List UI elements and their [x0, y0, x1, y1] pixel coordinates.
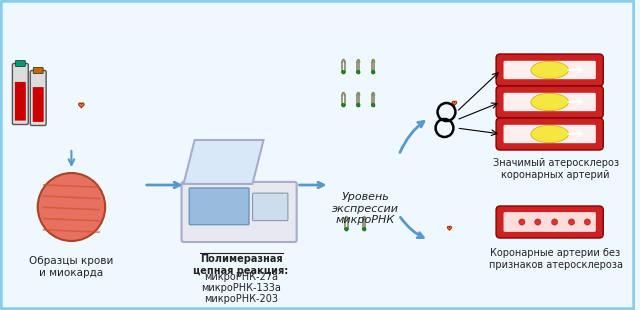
FancyBboxPatch shape [15, 82, 26, 121]
FancyBboxPatch shape [182, 182, 297, 242]
Circle shape [342, 71, 345, 74]
Text: микроРНК-203: микроРНК-203 [204, 294, 278, 304]
Polygon shape [452, 101, 457, 105]
Ellipse shape [531, 61, 568, 79]
Circle shape [356, 71, 360, 74]
Ellipse shape [531, 125, 568, 143]
FancyBboxPatch shape [496, 206, 604, 238]
FancyBboxPatch shape [504, 61, 596, 79]
FancyBboxPatch shape [33, 87, 44, 122]
Circle shape [552, 219, 557, 225]
FancyBboxPatch shape [189, 188, 249, 225]
Circle shape [371, 71, 375, 74]
Text: Значимый атеросклероз
коронарных артерий: Значимый атеросклероз коронарных артерий [493, 158, 619, 179]
Circle shape [534, 219, 541, 225]
Circle shape [356, 104, 360, 107]
Text: микроРНК-27а: микроРНК-27а [204, 272, 278, 282]
Text: микроРНК-133а: микроРНК-133а [201, 283, 281, 293]
Circle shape [363, 228, 366, 231]
FancyBboxPatch shape [15, 60, 26, 67]
Ellipse shape [531, 93, 568, 111]
FancyBboxPatch shape [504, 93, 596, 111]
Circle shape [519, 219, 525, 225]
Polygon shape [184, 140, 264, 184]
FancyBboxPatch shape [253, 193, 288, 221]
Text: Уровень
экспрессии
микроРНК: Уровень экспрессии микроРНК [332, 192, 399, 225]
FancyBboxPatch shape [496, 86, 604, 118]
FancyBboxPatch shape [496, 54, 604, 86]
FancyBboxPatch shape [12, 64, 28, 125]
FancyBboxPatch shape [496, 118, 604, 150]
FancyBboxPatch shape [504, 125, 596, 143]
Circle shape [584, 219, 591, 225]
FancyBboxPatch shape [33, 68, 43, 73]
Text: Полимеразная
цепная реакция:: Полимеразная цепная реакция: [193, 254, 289, 276]
Circle shape [371, 104, 375, 107]
Text: Образцы крови
и миокарда: Образцы крови и миокарда [29, 256, 114, 277]
Circle shape [342, 104, 345, 107]
Polygon shape [447, 226, 452, 230]
Circle shape [345, 228, 348, 231]
Circle shape [568, 219, 575, 225]
FancyBboxPatch shape [30, 70, 46, 126]
Polygon shape [79, 103, 84, 108]
Text: Коронарные артерии без
признаков атеросклероза: Коронарные артерии без признаков атероск… [488, 248, 623, 270]
Circle shape [38, 173, 105, 241]
FancyBboxPatch shape [504, 212, 596, 232]
